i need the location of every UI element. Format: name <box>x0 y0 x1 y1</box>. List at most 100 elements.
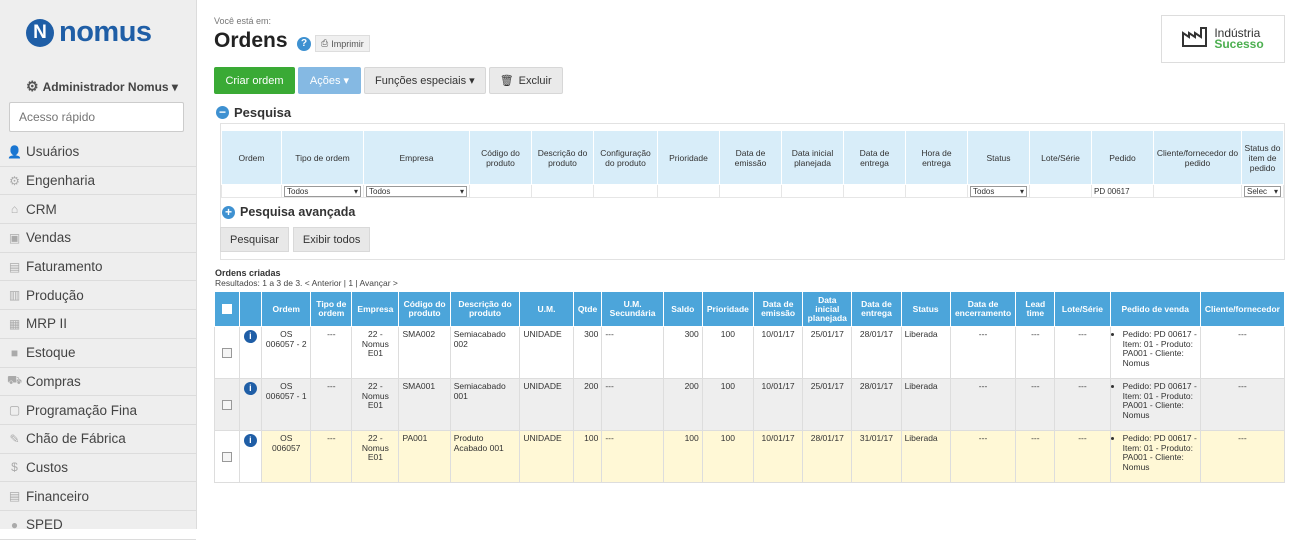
sales-order-info[interactable]: Pedido: PD 00617 - Item: 01 - Produto: P… <box>1123 329 1197 368</box>
row-checkbox[interactable] <box>221 451 232 462</box>
column-header[interactable]: Empresa <box>351 291 400 327</box>
filter-select-status[interactable]: Todos ▾ <box>970 185 1027 197</box>
info-icon[interactable]: i <box>243 434 257 447</box>
print-button[interactable]: ⎙ Imprimir <box>315 35 370 52</box>
show-all-button[interactable]: Exibir todos <box>292 227 371 252</box>
nomus-logo[interactable]: N nomus <box>26 16 152 49</box>
column-header[interactable]: Data inicial planejada <box>802 291 853 327</box>
sidebar-item-usu-rios[interactable]: 👤 Usuários <box>0 138 196 167</box>
advanced-search-toggle[interactable]: + Pesquisa avançada <box>222 205 355 219</box>
cell-ordem: OS 006057 <box>261 430 312 483</box>
cell-descricao: Produto Acabado 001 <box>449 430 521 483</box>
filter-input[interactable] <box>781 184 844 198</box>
filter-input[interactable] <box>719 184 782 198</box>
sidebar-item-produ-o[interactable]: ▥ Produção <box>0 281 196 311</box>
sidebar-item-vendas[interactable]: ▣ Vendas <box>0 224 196 253</box>
create-order-button[interactable]: Criar ordem <box>214 67 295 94</box>
cell-cliente: --- <box>1199 430 1286 483</box>
info-column <box>238 291 263 327</box>
column-header[interactable]: Tipo de ordem <box>310 291 353 327</box>
cell-status: Liberada <box>900 326 951 379</box>
filter-input[interactable] <box>1153 184 1242 198</box>
sidebar-item-engenharia[interactable]: ⚙ Engenharia <box>0 167 196 196</box>
column-header[interactable]: Data de emissão <box>752 291 804 327</box>
table-row[interactable]: i OS 006057 --- 22 - Nomus E01 PA001 Produto … <box>214 430 1286 483</box>
sidebar-item-ch-o-de-f-brica[interactable]: ✎ Chão de Fábrica <box>0 425 196 454</box>
column-header[interactable]: Ordem <box>261 291 312 327</box>
column-header[interactable]: U.M. Secundária <box>601 291 664 327</box>
column-header[interactable]: U.M. <box>519 291 574 327</box>
trash-icon: 🗑 <box>499 75 514 87</box>
column-header[interactable]: Saldo <box>662 291 703 327</box>
filter-input[interactable] <box>531 184 594 198</box>
row-checkbox[interactable] <box>221 399 232 410</box>
sidebar-item-crm[interactable]: ⌂ CRM <box>0 195 196 225</box>
filter-input-pedido[interactable]: PD 00617 <box>1094 186 1130 196</box>
info-icon[interactable]: i <box>243 382 257 395</box>
help-icon[interactable]: ? <box>297 37 311 51</box>
special-functions-button[interactable]: Funções especiais ▾ <box>364 67 486 94</box>
filter-header: Descrição do produto <box>531 130 594 185</box>
cell-um2: --- <box>601 378 664 431</box>
column-header[interactable]: Código do produto <box>398 291 451 327</box>
sidebar-item-compras[interactable]: ⛟ Compras <box>0 368 196 397</box>
actions-button[interactable]: Ações ▾ <box>298 67 361 94</box>
sidebar-item-programa-o-fina[interactable]: ▢ Programação Fina <box>0 396 196 425</box>
filter-input[interactable] <box>657 184 720 198</box>
search-buttons: Pesquisar Exibir todos <box>220 227 371 252</box>
cell-um: UNIDADE <box>519 430 574 483</box>
cell-lead: --- <box>1015 430 1056 483</box>
column-header[interactable]: Descrição do produto <box>449 291 521 327</box>
column-header[interactable]: Data de encerramento <box>949 291 1017 327</box>
column-header[interactable]: Prioridade <box>701 291 755 327</box>
sidebar-item-mrp-ii[interactable]: ▦ MRP II <box>0 310 196 339</box>
table-row[interactable]: i OS 006057 - 1 --- 22 - Nomus E01 SMA001 Sem… <box>214 378 1286 431</box>
filter-input[interactable] <box>593 184 658 198</box>
results-pagination[interactable]: Resultados: 1 a 3 de 3. < Anterior | 1 |… <box>215 278 398 288</box>
select-all-checkbox[interactable] <box>214 291 240 327</box>
column-header[interactable]: Data de entrega <box>851 291 902 327</box>
filter-table: Ordem Tipo de ordem Empresa Código do produ… <box>221 130 1284 198</box>
column-header[interactable]: Lead time <box>1015 291 1056 327</box>
cell-qtde: 200 <box>572 378 603 431</box>
info-icon[interactable]: i <box>243 330 257 343</box>
sidebar-item-sped[interactable]: ● SPED <box>0 511 196 540</box>
filter-input[interactable] <box>469 184 532 198</box>
sidebar-item-estoque[interactable]: ■ Estoque <box>0 339 196 368</box>
sidebar-item-custos[interactable]: $ Custos <box>0 454 196 483</box>
filter-header: Tipo de ordem <box>281 130 364 185</box>
delete-button[interactable]: 🗑 Excluir <box>488 67 563 94</box>
filter-input[interactable] <box>1029 184 1092 198</box>
quick-access-input[interactable] <box>9 102 184 132</box>
sales-order-info[interactable]: Pedido: PD 00617 - Item: 01 - Produto: P… <box>1123 381 1197 420</box>
cell-saldo: 200 <box>662 378 703 431</box>
column-header[interactable]: Pedido de venda <box>1109 291 1201 327</box>
cell-pedido: Pedido: PD 00617 - Item: 01 - Produto: P… <box>1109 430 1201 483</box>
filter-input[interactable] <box>843 184 906 198</box>
sidebar-item-financeiro[interactable]: ▤ Financeiro <box>0 482 196 511</box>
row-checkbox[interactable] <box>221 347 232 358</box>
user-menu[interactable]: ⚙ Administrador Nomus ▾ <box>26 78 178 95</box>
select-value: Todos <box>369 186 391 196</box>
column-header[interactable]: Status <box>900 291 951 327</box>
table-row[interactable]: i OS 006057 - 2 --- 22 - Nomus E01 SMA002 Sem… <box>214 326 1286 379</box>
column-header[interactable]: Qtde <box>572 291 603 327</box>
cell-um: UNIDADE <box>519 378 574 431</box>
search-button[interactable]: Pesquisar <box>220 227 289 252</box>
cell-codigo: SMA001 <box>398 378 451 431</box>
filter-select-status_item[interactable]: Selec ▾ <box>1244 185 1281 197</box>
sidebar-item-label: CRM <box>26 201 57 217</box>
filter-input[interactable] <box>905 184 968 198</box>
toolbar: Criar ordem Ações ▾ Funções especiais ▾ … <box>214 67 563 94</box>
filter-select-tipo[interactable]: Todos ▾ <box>284 185 361 197</box>
filter-input[interactable] <box>221 184 282 198</box>
sidebar-item-faturamento[interactable]: ▤ Faturamento <box>0 253 196 282</box>
column-header[interactable]: Lote/Série <box>1054 291 1111 327</box>
sitemap-icon: ▦ <box>8 316 21 331</box>
sales-order-info[interactable]: Pedido: PD 00617 - Item: 01 - Produto: P… <box>1123 433 1197 472</box>
filter-select-empresa[interactable]: Todos ▾ <box>366 185 467 197</box>
search-toggle[interactable]: − Pesquisa <box>216 105 291 120</box>
column-header[interactable]: Cliente/fornecedor <box>1199 291 1286 327</box>
checkbox[interactable] <box>221 304 232 314</box>
cell-encerramento: --- <box>949 326 1017 379</box>
